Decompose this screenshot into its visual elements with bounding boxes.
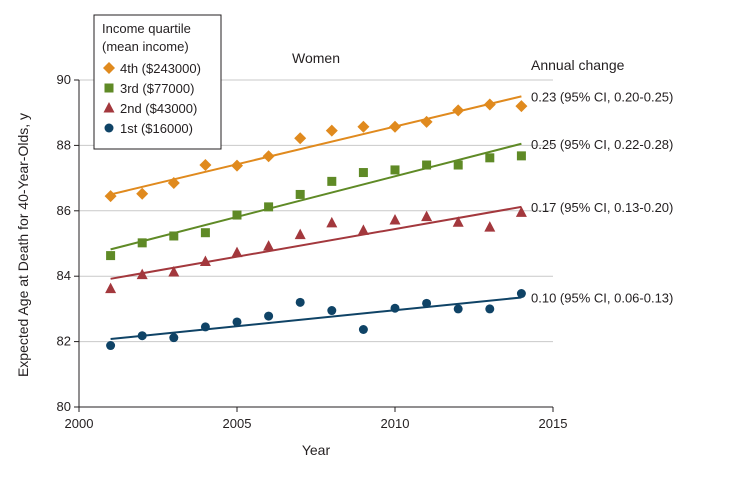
data-point: [231, 159, 243, 172]
annual-change-header: Annual change: [531, 57, 625, 73]
data-point: [231, 246, 243, 258]
data-point: [294, 132, 307, 145]
x-tick-label: 2010: [381, 416, 410, 431]
y-tick-label: 90: [57, 72, 71, 87]
annual-change-label: 0.10 (95% CI, 0.06-0.13): [531, 290, 673, 305]
data-point: [105, 282, 117, 294]
legend: Income quartile (mean income) 4th ($2430…: [93, 14, 222, 150]
data-point: [516, 289, 526, 299]
trend-line: [110, 95, 522, 196]
data-point: [484, 221, 496, 232]
data-point: [263, 240, 275, 251]
data-point: [169, 231, 179, 241]
data-point: [358, 168, 368, 178]
y-tick-label: 80: [57, 399, 71, 414]
data-point: [452, 104, 465, 117]
x-tick-label: 2000: [65, 416, 94, 431]
data-point: [295, 297, 305, 307]
data-point: [295, 189, 305, 199]
data-point: [232, 210, 242, 220]
data-point: [104, 190, 117, 203]
annual-change-labels: 0.23 (95% CI, 0.20-0.25) 0.25 (95% CI, 0.…: [531, 89, 673, 305]
data-point: [327, 306, 337, 316]
data-point: [453, 304, 463, 314]
legend-entries: 4th ($243000) 3rd ($77000) 2nd ($43000) 1st…: [103, 61, 201, 136]
trend-lines: [110, 95, 522, 340]
y-tick-label: 84: [57, 268, 71, 283]
data-point: [106, 341, 116, 351]
data-point: [232, 317, 242, 327]
data-point: [168, 265, 180, 277]
trend-line: [110, 296, 522, 340]
data-point: [422, 298, 432, 308]
data-point: [358, 325, 368, 335]
data-point: [325, 124, 338, 137]
y-tick-label: 86: [57, 203, 71, 218]
legend-label: 2nd ($43000): [120, 101, 197, 116]
data-point: [422, 160, 432, 170]
legend-marker: [104, 123, 114, 133]
data-point: [136, 187, 149, 200]
data-point: [389, 120, 401, 133]
data-point: [516, 151, 526, 161]
data-point: [485, 304, 495, 314]
legend-label: 4th ($243000): [120, 61, 201, 76]
data-point: [200, 228, 210, 238]
panel-title: Women: [292, 50, 340, 66]
legend-label: 1st ($16000): [120, 121, 193, 136]
data-point: [483, 98, 496, 111]
data-point: [200, 322, 210, 332]
data-point: [326, 216, 338, 228]
y-tick-label: 82: [57, 334, 71, 349]
axes: 80 82 84 86 88 90 2000 2005 2010 2015: [57, 72, 568, 431]
legend-box: [93, 14, 222, 150]
data-point: [452, 216, 464, 227]
data-point: [357, 224, 369, 235]
legend-subtitle: (mean income): [102, 39, 189, 54]
data-point: [264, 311, 274, 321]
y-tick-label: 88: [57, 137, 71, 152]
data-point: [262, 150, 275, 163]
data-point: [420, 115, 433, 128]
annual-change-label: 0.17 (95% CI, 0.13-0.20): [531, 200, 673, 215]
legend-marker: [103, 62, 115, 74]
annual-change-label: 0.25 (95% CI, 0.22-0.28): [531, 137, 673, 152]
trend-line: [110, 142, 522, 251]
data-point: [199, 159, 212, 172]
data-point: [137, 238, 147, 248]
data-point: [357, 120, 370, 133]
legend-label: 3rd ($77000): [120, 81, 194, 96]
data-point: [264, 202, 274, 212]
trend-line: [110, 205, 522, 280]
legend-title: Income quartile: [102, 21, 191, 36]
legend-marker: [104, 83, 114, 93]
data-point: [167, 177, 180, 190]
y-axis-title: Expected Age at Death for 40-Year-Olds, …: [15, 113, 31, 377]
data-point: [453, 160, 463, 170]
data-point: [169, 333, 179, 343]
data-point: [389, 213, 401, 225]
data-point: [390, 165, 400, 175]
data-point: [199, 255, 211, 266]
x-axis-title: Year: [302, 442, 331, 458]
data-point: [327, 176, 337, 186]
data-point: [515, 206, 527, 217]
data-point: [515, 100, 528, 113]
data-point: [136, 268, 148, 280]
data-point: [390, 303, 400, 313]
annual-change-label: 0.23 (95% CI, 0.20-0.25): [531, 89, 673, 104]
data-points: [104, 98, 528, 351]
data-point: [294, 228, 306, 240]
data-point: [137, 331, 147, 341]
legend-marker: [103, 102, 115, 113]
x-tick-label: 2015: [539, 416, 568, 431]
data-point: [421, 210, 433, 222]
x-tick-label: 2005: [223, 416, 252, 431]
data-point: [485, 153, 495, 163]
data-point: [106, 251, 116, 261]
